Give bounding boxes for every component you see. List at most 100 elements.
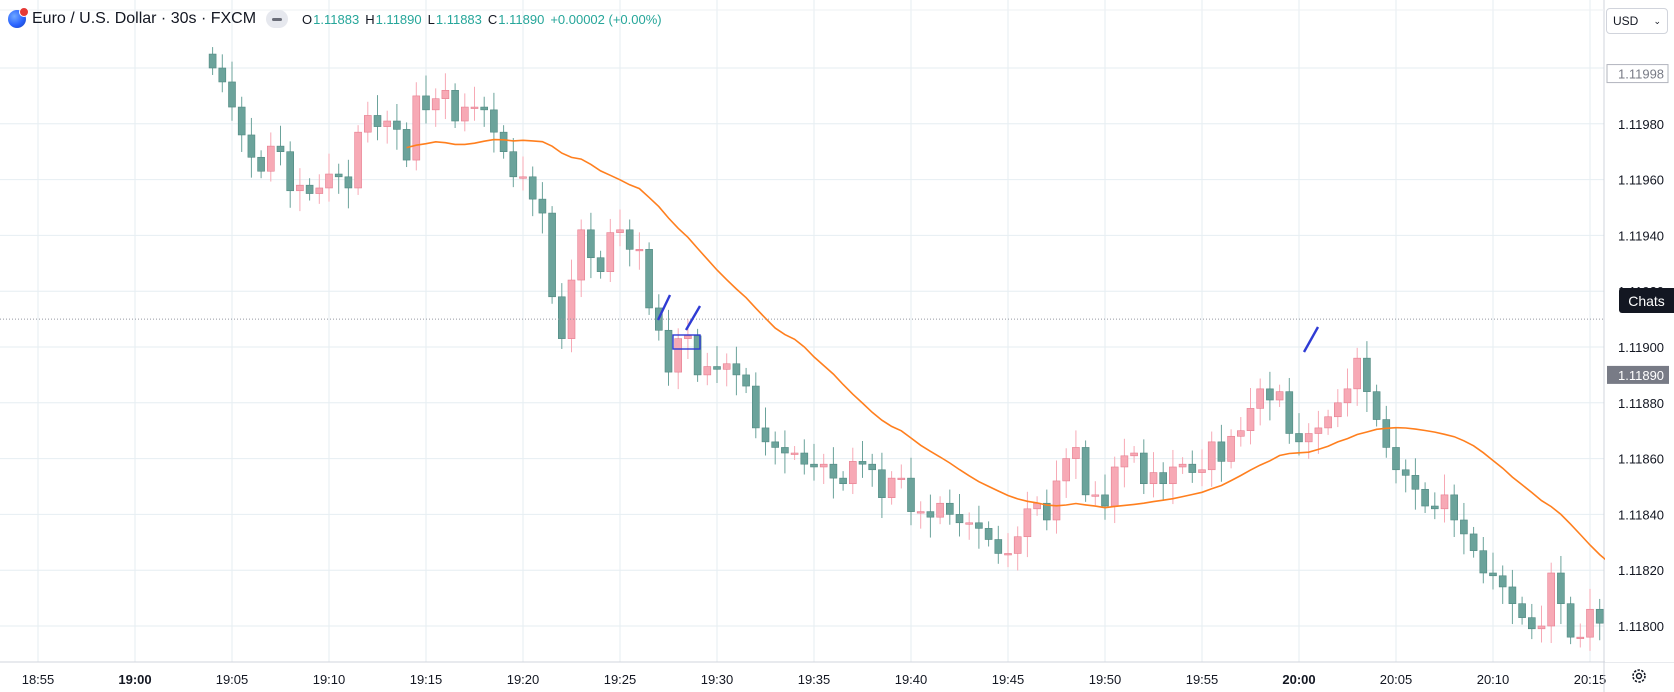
candle-body (674, 338, 683, 373)
eye-icon[interactable] (266, 10, 289, 28)
currency-select[interactable]: USD ⌄ (1606, 8, 1668, 34)
candle-body (1498, 575, 1507, 588)
candle-body (383, 120, 392, 127)
candle-body (1266, 388, 1274, 401)
chevron-down-icon: ⌄ (1653, 15, 1661, 26)
candle-body (635, 249, 644, 252)
candle-body (460, 106, 469, 122)
price-tick-label: 1.11880 (1618, 396, 1664, 411)
candle-body (848, 461, 857, 485)
candle-body (829, 463, 838, 479)
candle-body (567, 279, 576, 339)
candle-body (1304, 433, 1313, 443)
candle-body (548, 212, 556, 298)
price-axis-bg (1605, 0, 1674, 662)
candle-body (257, 156, 265, 172)
price-tick-label: 1.11940 (1618, 228, 1664, 243)
candle-body (664, 329, 673, 373)
candle-body (490, 109, 498, 133)
time-tick-label: 19:50 (1089, 672, 1122, 687)
price-label-top: 1.11998 (1618, 67, 1664, 82)
candle-body (1130, 452, 1138, 457)
candle-body (1101, 494, 1109, 507)
candle-body (276, 145, 285, 152)
candle-body (577, 229, 586, 281)
candle-body (538, 198, 547, 214)
candle-body (1110, 466, 1119, 507)
candle-body (305, 184, 314, 194)
candle-body (1334, 402, 1342, 418)
candle-body (1198, 469, 1206, 473)
candle-body (722, 363, 731, 370)
candle-body (936, 502, 944, 518)
chats-button[interactable]: Chats (1619, 288, 1674, 313)
settings-button[interactable] (1628, 665, 1650, 687)
time-tick-label: 19:30 (701, 672, 734, 687)
ohlc-high: H1.11890 (365, 11, 422, 27)
time-tick-label: 19:40 (895, 672, 928, 687)
candle-body (1363, 357, 1371, 392)
candle-body (519, 176, 527, 179)
candle-body (344, 176, 353, 189)
candle-body (1072, 447, 1080, 459)
candle-body (1566, 603, 1575, 638)
candle-body (1043, 502, 1051, 521)
candle-body (1052, 480, 1061, 521)
candle-body (528, 176, 537, 200)
candle-body (781, 447, 789, 454)
price-label-box (1606, 64, 1669, 84)
candle-body (334, 173, 343, 178)
candle-body (1421, 488, 1429, 507)
candle-body (810, 463, 818, 468)
candle-body (858, 461, 867, 465)
time-tick-label: 20:10 (1477, 672, 1510, 687)
candle-body (1217, 441, 1226, 462)
candle-body (1013, 536, 1022, 554)
candle-body (771, 441, 780, 448)
drawing-trendline (656, 294, 672, 321)
candle-body (1518, 603, 1526, 618)
symbol-legend: Euro / U.S. Dollar · 30s · FXCM O1.11883… (8, 7, 668, 30)
ohlc-close: C1.11890 (487, 11, 545, 27)
candle-body (984, 528, 993, 540)
symbol-title[interactable]: Euro / U.S. Dollar · 30s · FXCM (32, 10, 257, 27)
candle-body (945, 502, 954, 515)
candle-body (1140, 452, 1148, 485)
candle-body (645, 249, 653, 309)
price-tick-label: 1.11820 (1618, 563, 1664, 578)
candle-body (1091, 494, 1100, 497)
drawing-rectangle (672, 334, 701, 350)
candle-body (1411, 475, 1420, 490)
candle-body (509, 151, 518, 178)
candle-body (587, 229, 595, 259)
time-tick-label: 19:05 (216, 672, 249, 687)
ohlc-open: O1.11883 (302, 11, 360, 27)
time-tick-label: 20:00 (1282, 672, 1315, 687)
candle-body (286, 151, 295, 192)
candle-body (693, 335, 702, 376)
candle-body (1343, 388, 1352, 404)
candle-body (625, 229, 634, 250)
currency-value: USD (1613, 14, 1639, 28)
last-price-tag-bg (1607, 365, 1669, 384)
candle-body (1004, 553, 1012, 556)
candle-body (1246, 408, 1255, 432)
time-tick-label: 20:15 (1574, 672, 1607, 687)
candle-body (1586, 608, 1594, 638)
candle-body (1508, 586, 1517, 604)
candle-body (499, 131, 508, 152)
candle-body (1227, 435, 1235, 462)
candle-body (1537, 625, 1546, 630)
time-tick-label: 19:55 (1186, 672, 1219, 687)
time-tick-label: 19:20 (507, 672, 540, 687)
candle-body (441, 90, 450, 99)
candle-body (1314, 427, 1323, 434)
candle-body (325, 173, 333, 189)
time-tick-label: 19:35 (798, 672, 831, 687)
candle-body (1392, 447, 1400, 471)
candle-body (897, 477, 906, 480)
candle-body (218, 67, 227, 83)
candle-body (1489, 572, 1497, 577)
